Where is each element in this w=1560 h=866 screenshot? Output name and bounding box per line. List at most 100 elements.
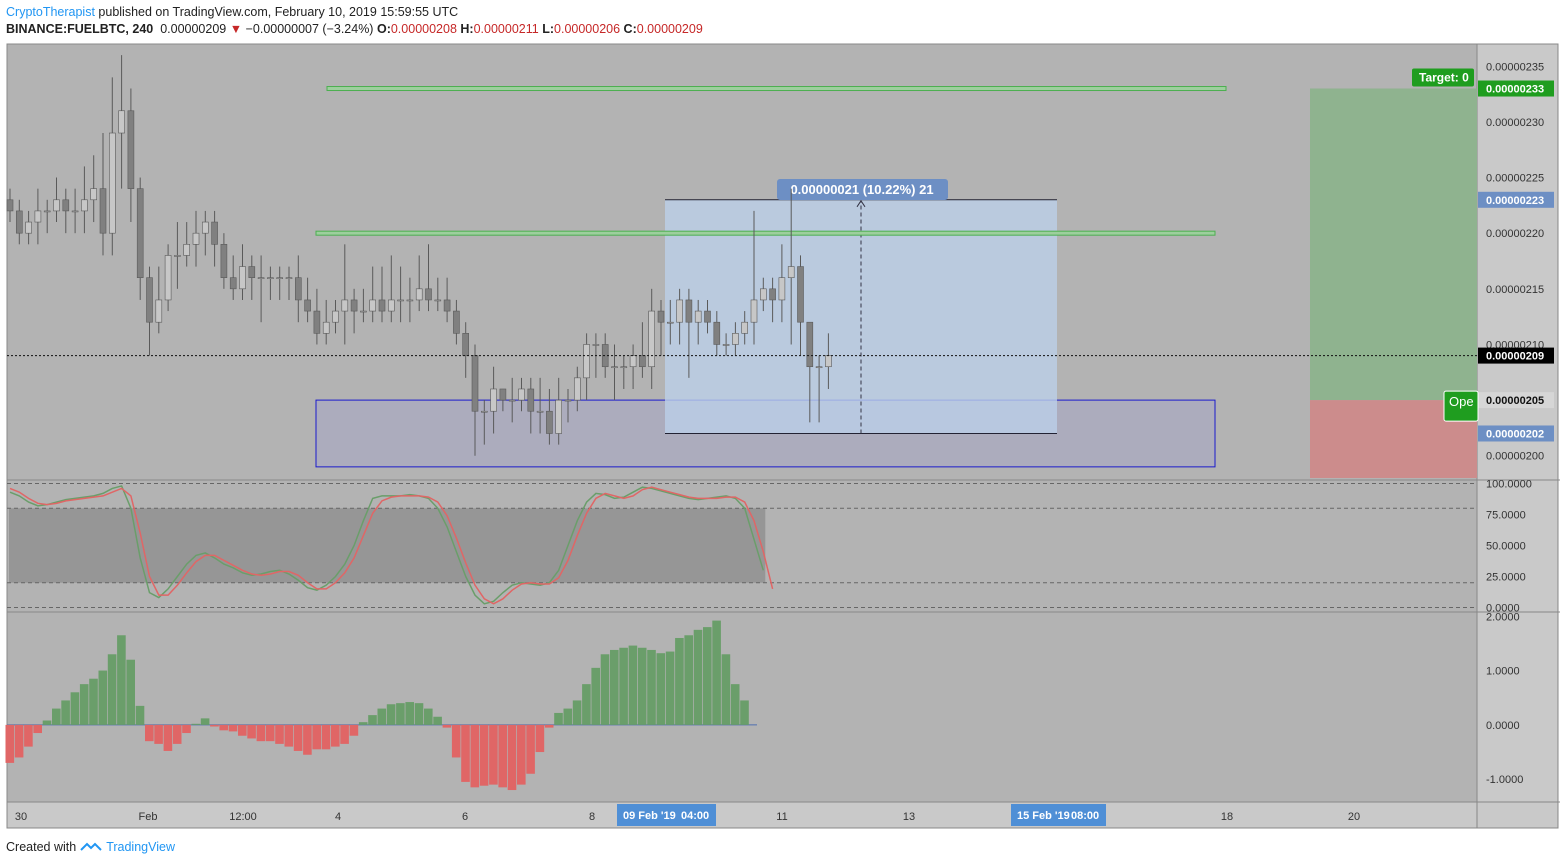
close-label: C: (623, 22, 637, 36)
histogram-bar (42, 720, 52, 725)
candle-body (155, 299, 163, 323)
histogram-bar (182, 724, 191, 734)
measure-label-bg (777, 179, 948, 200)
histogram-bar (470, 724, 480, 788)
histogram-bar (507, 724, 517, 791)
created-with-label: Created with (6, 840, 77, 854)
histogram-bar (703, 627, 712, 725)
stoch-band (9, 508, 766, 583)
published-text: published on TradingView.com, February 1… (98, 5, 459, 19)
last-price: 0.00000209 (160, 22, 227, 36)
histogram-bar (563, 708, 573, 725)
histogram-bar (386, 704, 396, 725)
histogram-bar (619, 647, 628, 725)
candle-body (211, 221, 218, 245)
histogram-bar (684, 635, 693, 725)
candle-body (397, 299, 404, 302)
time-axis-tick: 11 (776, 811, 787, 823)
stoch-axis-tick: 100.0000 (1486, 478, 1532, 490)
histogram-bar (5, 724, 15, 763)
histogram-bar (321, 724, 331, 750)
open-label-bg (1443, 390, 1479, 422)
candle-body (806, 321, 814, 368)
price-tag: 0.00000202 (1486, 428, 1544, 440)
price-tag-bg (1478, 425, 1554, 442)
histogram-bar (591, 667, 600, 725)
tradingview-brand[interactable]: TradingView (106, 840, 175, 854)
candle-body (62, 199, 70, 212)
histogram-bar (414, 703, 424, 725)
change-value: −0.00000007 (−3.24%) (245, 22, 374, 36)
price-tag: 0.00000223 (1486, 195, 1544, 207)
histogram-bar (572, 700, 582, 725)
histogram-bar (451, 724, 461, 758)
candle-body (6, 199, 14, 212)
candle-body (471, 355, 479, 412)
high-label: H: (460, 22, 474, 36)
histogram-bar (79, 684, 89, 725)
histogram-bar (396, 703, 405, 725)
histogram-bar (489, 724, 498, 785)
candle-body (136, 188, 144, 278)
price-tag-bg (1478, 392, 1554, 409)
candle-body (276, 277, 284, 279)
candle-body (313, 310, 321, 334)
price-axis-tick: 0.00000220 (1486, 228, 1544, 240)
time-highlight-time: 04:00 (681, 810, 709, 822)
candle-body (685, 299, 693, 323)
histogram-bar (247, 724, 256, 739)
candle-body (564, 399, 572, 402)
candle-body (508, 399, 516, 402)
candle-body (546, 410, 553, 434)
candle-body (732, 333, 739, 345)
histogram-bar (461, 724, 470, 782)
price-axis-tick: 0.00000215 (1486, 284, 1544, 296)
candle-body (34, 210, 42, 223)
stoch-axis-tick: 25.0000 (1486, 572, 1526, 584)
histogram-bar (712, 620, 721, 725)
histogram-axis-tick: 2.0000 (1486, 611, 1520, 623)
candle-body (109, 132, 116, 234)
candle-body (462, 333, 470, 356)
histogram-bar (349, 724, 359, 736)
histogram-bar (600, 654, 610, 725)
candle-body (490, 388, 497, 412)
price-axis-tick: 0.00000230 (1486, 117, 1544, 129)
author-link[interactable]: CryptoTherapist (6, 5, 95, 19)
histogram-bar (52, 708, 61, 725)
histogram-bar (331, 724, 340, 747)
stoch-axis-tick: 75.0000 (1486, 509, 1526, 521)
footer: Created with TradingView (6, 840, 175, 854)
histogram-bar (358, 722, 368, 725)
candle-body (434, 299, 442, 302)
candle-body (43, 210, 51, 213)
histogram-bar (730, 684, 740, 725)
low-label: L: (542, 22, 555, 36)
resistance-zone-lower (315, 230, 1216, 236)
histogram-bar (647, 649, 656, 725)
time-axis-tick: 30 (15, 811, 27, 823)
measure-label: 0.00000021 (10.22%) 21 (790, 182, 933, 197)
histogram-bar (721, 654, 731, 725)
candle-body (722, 344, 730, 346)
ohlc-line: BINANCE:FUELBTC, 240 0.00000209 ▼ −0.000… (6, 22, 703, 36)
candle-body (825, 355, 832, 368)
histogram-bar (656, 653, 666, 725)
histogram-bar (675, 637, 684, 725)
histogram-bar (145, 724, 154, 742)
stoch-d-line (9, 486, 774, 605)
histogram-bar (126, 659, 135, 725)
price-tag-bg (1478, 191, 1554, 208)
time-highlight-time: 08:00 (1071, 810, 1099, 822)
price-axis-background (1477, 44, 1558, 802)
histogram-bar (61, 700, 70, 725)
candle-body (815, 366, 823, 369)
histogram-bar (70, 692, 80, 725)
histogram-bar (544, 724, 554, 728)
histogram-bar (265, 724, 275, 742)
candle-body (341, 299, 349, 312)
candle-body (480, 410, 488, 413)
candle-body (704, 310, 711, 323)
stoch-k-line (9, 485, 765, 605)
